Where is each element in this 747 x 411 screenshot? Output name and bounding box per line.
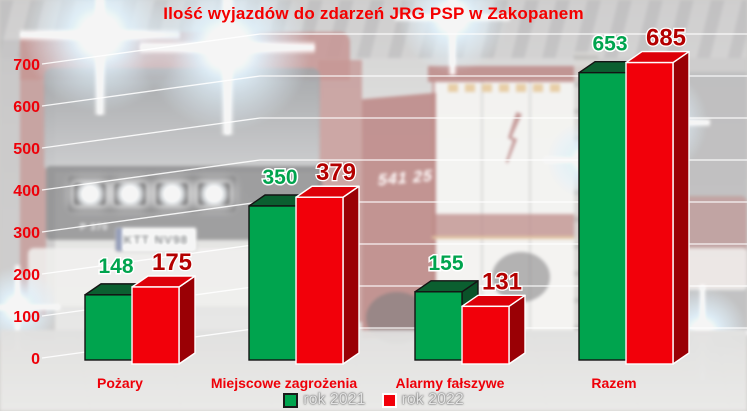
category-label-po-ary: Pożary <box>97 375 143 391</box>
y-axis-label-600: 600 <box>13 99 40 116</box>
y-axis-label-200: 200 <box>13 267 40 284</box>
bar-rok-2022-alarmy-fa-szywe-side <box>508 294 526 365</box>
value-label-rok-2021-alarmy-fa-szywe: 155 <box>428 252 463 275</box>
chart-title: Ilość wyjazdów do zdarzeń JRG PSP w Zako… <box>163 4 584 23</box>
bar-rok-2022-miejscowe-zagro-enia <box>295 196 344 365</box>
bar-rok-2022-razem-side <box>672 50 690 365</box>
legend-label: rok 2022 <box>401 391 464 408</box>
value-label-rok-2021-razem: 653 <box>592 33 627 56</box>
legend-item-rok-2021: rok 2021 <box>283 391 366 409</box>
y-axis-label-0: 0 <box>31 351 40 368</box>
gridline-700 <box>41 33 747 65</box>
category-label-alarmy-fa-szywe: Alarmy fałszywe <box>396 375 505 391</box>
bar-rok-2022-alarmy-fa-szywe <box>461 305 510 365</box>
bar-rok-2021-po-ary <box>84 294 133 361</box>
y-axis-label-300: 300 <box>13 225 40 242</box>
bar-rok-2022-miejscowe-zagro-enia-side <box>342 185 360 365</box>
bar-rok-2022-po-ary <box>131 286 180 365</box>
value-label-rok-2021-miejscowe-zagro-enia: 350 <box>262 166 297 189</box>
category-label-miejscowe-zagro-enia: Miejscowe zagrożenia <box>211 375 357 391</box>
value-label-rok-2022-alarmy-fa-szywe: 131 <box>482 268 522 295</box>
bar-rok-2021-alarmy-fa-szywe <box>414 291 463 361</box>
category-label-razem: Razem <box>591 375 636 391</box>
value-label-rok-2021-po-ary: 148 <box>98 255 133 278</box>
legend-label: rok 2021 <box>303 391 366 408</box>
bar-rok-2022-razem <box>625 61 674 365</box>
y-axis-label-100: 100 <box>13 309 40 326</box>
bar-rok-2021-razem <box>578 71 627 361</box>
chart-legend: rok 2021 rok 2022 <box>0 391 747 409</box>
value-label-rok-2022-miejscowe-zagro-enia: 379 <box>316 159 356 186</box>
legend-item-rok-2022: rok 2022 <box>381 391 464 409</box>
legend-swatch-red <box>381 392 397 408</box>
y-axis-label-700: 700 <box>13 57 40 74</box>
legend-swatch-green <box>283 392 299 408</box>
bar-rok-2022-po-ary-side <box>178 275 196 365</box>
value-label-rok-2022-razem: 685 <box>646 25 686 52</box>
value-label-rok-2022-po-ary: 175 <box>152 249 192 276</box>
y-axis-label-400: 400 <box>13 183 40 200</box>
bar-rok-2021-miejscowe-zagro-enia <box>248 205 297 361</box>
y-axis-label-500: 500 <box>13 141 40 158</box>
